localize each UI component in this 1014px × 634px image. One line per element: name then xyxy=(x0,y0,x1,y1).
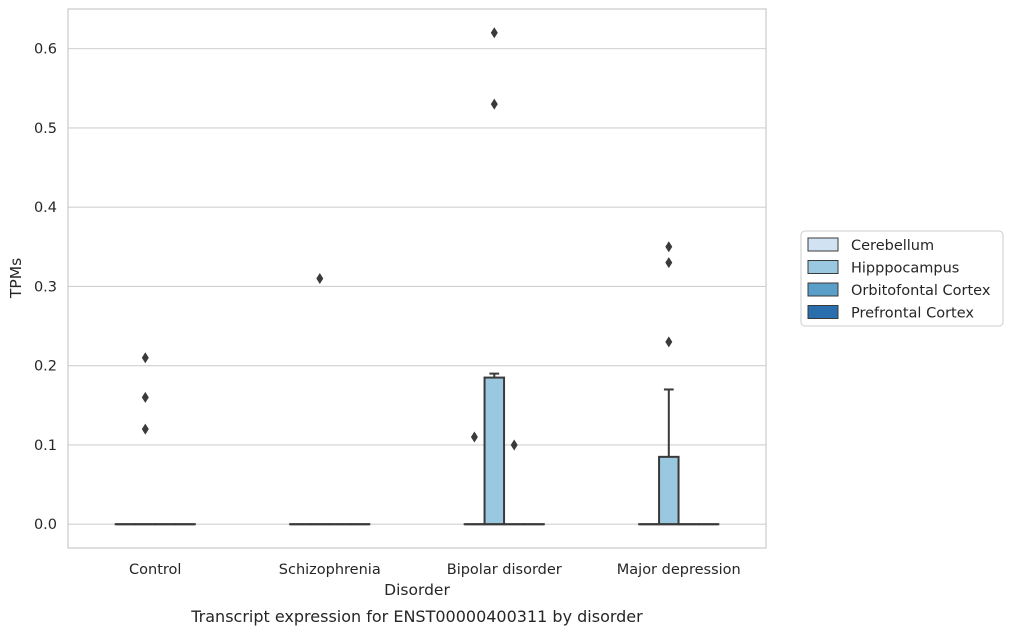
box-hipppocampus-bipolar-disorder xyxy=(483,372,506,526)
outlier-point-hipppocampus-control xyxy=(141,391,149,403)
y-axis-title: TPMs xyxy=(7,258,25,299)
legend-label-orbitofontal-cortex: Orbitofontal Cortex xyxy=(851,283,991,299)
outlier-points xyxy=(141,27,673,451)
box-hipppocampus-major-depression xyxy=(658,388,680,526)
x-tick-label-bipolar-disorder: Bipolar disorder xyxy=(447,562,562,578)
outlier-point-hipppocampus-schizophrenia xyxy=(316,273,324,284)
legend-swatch-prefrontal-cortex xyxy=(807,305,839,319)
legend-swatch-orbitofontal-cortex xyxy=(807,282,839,297)
outlier-point-hipppocampus-bipolar-disorder xyxy=(490,98,498,110)
boxes xyxy=(114,372,720,526)
y-axis-ticks: 0.0 0.1 0.2 0.3 0.4 0.5 0.6 xyxy=(34,42,57,534)
outlier-point-hipppocampus-major-depression xyxy=(665,241,673,253)
y-tick-label: 0.0 xyxy=(34,517,57,533)
grid-lines xyxy=(68,48,766,525)
y-tick-label: 0.3 xyxy=(34,279,57,295)
legend-label-prefrontal-cortex: Prefrontal Cortex xyxy=(851,306,974,322)
outlier-point-hipppocampus-bipolar-disorder xyxy=(490,27,498,39)
legend-frame xyxy=(800,230,1004,327)
outlier-point-cerebellum-bipolar-disorder xyxy=(470,431,478,443)
box-body xyxy=(483,376,506,526)
y-tick-label: 0.1 xyxy=(34,438,57,454)
x-axis-ticks: Control Schizophrenia Bipolar disorder Majo… xyxy=(129,562,741,578)
y-tick-label: 0.2 xyxy=(34,359,57,375)
y-tick-label: 0.6 xyxy=(34,42,57,58)
outlier-point-hipppocampus-control xyxy=(141,352,149,364)
outlier-point-hipppocampus-control xyxy=(141,423,149,435)
legend-label-hipppocampus: Hipppocampus xyxy=(851,261,959,277)
box-body xyxy=(658,455,680,526)
outlier-point-hipppocampus-major-depression xyxy=(665,257,673,269)
x-axis-title: Disorder xyxy=(384,581,450,599)
chart-caption: Transcript expression for ENST0000040031… xyxy=(190,607,643,626)
y-tick-label: 0.5 xyxy=(34,121,57,137)
outlier-point-orbitofontal-cortex-bipolar-disorder xyxy=(510,439,518,451)
x-tick-label-control: Control xyxy=(129,562,181,578)
legend: Cerebellum Hipppocampus Orbitofontal Corte… xyxy=(800,230,1004,327)
x-tick-label-major-depression: Major depression xyxy=(617,562,741,578)
legend-swatch-hipppocampus xyxy=(807,260,839,274)
plot-area-frame xyxy=(67,8,767,549)
x-tick-label-schizophrenia: Schizophrenia xyxy=(279,562,381,578)
legend-label-cerebellum: Cerebellum xyxy=(851,238,934,254)
y-tick-label: 0.4 xyxy=(34,200,57,216)
outlier-point-hipppocampus-major-depression xyxy=(665,336,673,348)
legend-swatch-cerebellum xyxy=(807,237,839,252)
